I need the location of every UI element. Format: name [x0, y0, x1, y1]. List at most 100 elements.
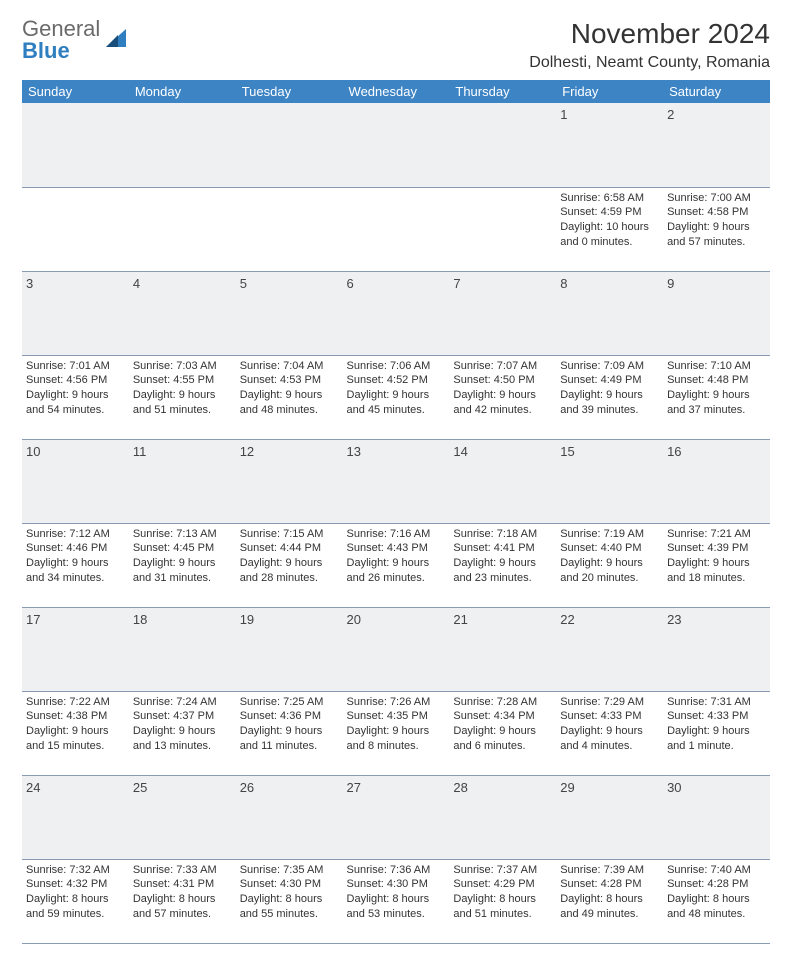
daynum-cell: 21 [449, 607, 556, 691]
sunset-text: Sunset: 4:49 PM [560, 373, 659, 388]
sunrise-text: Sunrise: 7:16 AM [347, 527, 446, 542]
daylight-text: Daylight: 9 hours and 54 minutes. [26, 388, 125, 418]
daynum-cell: 4 [129, 271, 236, 355]
daynum-cell: 2 [663, 103, 770, 187]
day-cell: Sunrise: 7:40 AMSunset: 4:28 PMDaylight:… [663, 859, 770, 943]
daylight-text: Daylight: 8 hours and 49 minutes. [560, 892, 659, 922]
daylight-text: Daylight: 9 hours and 45 minutes. [347, 388, 446, 418]
day-cell: Sunrise: 7:18 AMSunset: 4:41 PMDaylight:… [449, 523, 556, 607]
sunset-text: Sunset: 4:59 PM [560, 205, 659, 220]
day-number: 8 [560, 276, 567, 291]
sunset-text: Sunset: 4:52 PM [347, 373, 446, 388]
day-details: Sunrise: 7:37 AMSunset: 4:29 PMDaylight:… [453, 863, 552, 922]
daylight-text: Daylight: 9 hours and 26 minutes. [347, 556, 446, 586]
day-cell: Sunrise: 7:06 AMSunset: 4:52 PMDaylight:… [343, 355, 450, 439]
daylight-text: Daylight: 8 hours and 48 minutes. [667, 892, 766, 922]
sunrise-text: Sunrise: 7:09 AM [560, 359, 659, 374]
day-number: 5 [240, 276, 247, 291]
day-details: Sunrise: 7:04 AMSunset: 4:53 PMDaylight:… [240, 359, 339, 418]
calendar-body: 12Sunrise: 6:58 AMSunset: 4:59 PMDayligh… [22, 103, 770, 943]
sunset-text: Sunset: 4:30 PM [347, 877, 446, 892]
daylight-text: Daylight: 9 hours and 11 minutes. [240, 724, 339, 754]
day-details: Sunrise: 7:31 AMSunset: 4:33 PMDaylight:… [667, 695, 766, 754]
daylight-text: Daylight: 9 hours and 34 minutes. [26, 556, 125, 586]
sunrise-text: Sunrise: 7:22 AM [26, 695, 125, 710]
day-cell: Sunrise: 7:26 AMSunset: 4:35 PMDaylight:… [343, 691, 450, 775]
day-number: 27 [347, 780, 361, 795]
day-cell: Sunrise: 7:13 AMSunset: 4:45 PMDaylight:… [129, 523, 236, 607]
daylight-text: Daylight: 9 hours and 1 minute. [667, 724, 766, 754]
day-details: Sunrise: 7:16 AMSunset: 4:43 PMDaylight:… [347, 527, 446, 586]
sunset-text: Sunset: 4:56 PM [26, 373, 125, 388]
sunrise-text: Sunrise: 7:01 AM [26, 359, 125, 374]
day-cell: Sunrise: 7:12 AMSunset: 4:46 PMDaylight:… [22, 523, 129, 607]
daylight-text: Daylight: 9 hours and 37 minutes. [667, 388, 766, 418]
day-number: 4 [133, 276, 140, 291]
day-cell: Sunrise: 7:21 AMSunset: 4:39 PMDaylight:… [663, 523, 770, 607]
daynum-cell: 17 [22, 607, 129, 691]
sunset-text: Sunset: 4:40 PM [560, 541, 659, 556]
day-cell: Sunrise: 7:29 AMSunset: 4:33 PMDaylight:… [556, 691, 663, 775]
daynum-row: 10111213141516 [22, 439, 770, 523]
daylight-text: Daylight: 9 hours and 23 minutes. [453, 556, 552, 586]
sunset-text: Sunset: 4:31 PM [133, 877, 232, 892]
day-details: Sunrise: 7:10 AMSunset: 4:48 PMDaylight:… [667, 359, 766, 418]
day-number: 9 [667, 276, 674, 291]
sunrise-text: Sunrise: 7:33 AM [133, 863, 232, 878]
daynum-cell [343, 103, 450, 187]
daynum-cell: 15 [556, 439, 663, 523]
daynum-cell: 30 [663, 775, 770, 859]
daynum-cell: 9 [663, 271, 770, 355]
sunrise-text: Sunrise: 7:35 AM [240, 863, 339, 878]
day-cell: Sunrise: 7:10 AMSunset: 4:48 PMDaylight:… [663, 355, 770, 439]
day-cell: Sunrise: 7:32 AMSunset: 4:32 PMDaylight:… [22, 859, 129, 943]
day-number: 10 [26, 444, 40, 459]
daynum-cell: 26 [236, 775, 343, 859]
daynum-cell [449, 103, 556, 187]
calendar-page: General Blue November 2024 Dolhesti, Nea… [0, 0, 792, 962]
day-cell: Sunrise: 7:19 AMSunset: 4:40 PMDaylight:… [556, 523, 663, 607]
daylight-text: Daylight: 8 hours and 59 minutes. [26, 892, 125, 922]
daylight-text: Daylight: 10 hours and 0 minutes. [560, 220, 659, 250]
day-details: Sunrise: 7:00 AMSunset: 4:58 PMDaylight:… [667, 191, 766, 250]
daylight-text: Daylight: 9 hours and 8 minutes. [347, 724, 446, 754]
day-cell: Sunrise: 7:24 AMSunset: 4:37 PMDaylight:… [129, 691, 236, 775]
day-number: 3 [26, 276, 33, 291]
content-row: Sunrise: 6:58 AMSunset: 4:59 PMDaylight:… [22, 187, 770, 271]
day-details: Sunrise: 7:26 AMSunset: 4:35 PMDaylight:… [347, 695, 446, 754]
day-cell: Sunrise: 7:35 AMSunset: 4:30 PMDaylight:… [236, 859, 343, 943]
weekday-header: Tuesday [236, 80, 343, 103]
day-details: Sunrise: 7:19 AMSunset: 4:40 PMDaylight:… [560, 527, 659, 586]
daynum-cell: 19 [236, 607, 343, 691]
sunset-text: Sunset: 4:28 PM [667, 877, 766, 892]
day-cell: Sunrise: 7:37 AMSunset: 4:29 PMDaylight:… [449, 859, 556, 943]
weekday-header-row: Sunday Monday Tuesday Wednesday Thursday… [22, 80, 770, 103]
day-details: Sunrise: 7:13 AMSunset: 4:45 PMDaylight:… [133, 527, 232, 586]
day-number: 25 [133, 780, 147, 795]
day-number: 11 [133, 444, 147, 459]
day-number: 14 [453, 444, 467, 459]
title-block: November 2024 Dolhesti, Neamt County, Ro… [529, 18, 770, 72]
daynum-cell: 29 [556, 775, 663, 859]
daylight-text: Daylight: 8 hours and 57 minutes. [133, 892, 232, 922]
day-number: 13 [347, 444, 361, 459]
day-number: 18 [133, 612, 147, 627]
day-cell [236, 187, 343, 271]
day-details: Sunrise: 7:29 AMSunset: 4:33 PMDaylight:… [560, 695, 659, 754]
daynum-cell [236, 103, 343, 187]
day-details: Sunrise: 7:36 AMSunset: 4:30 PMDaylight:… [347, 863, 446, 922]
sunrise-text: Sunrise: 7:26 AM [347, 695, 446, 710]
daylight-text: Daylight: 9 hours and 42 minutes. [453, 388, 552, 418]
sunrise-text: Sunrise: 7:06 AM [347, 359, 446, 374]
weekday-header: Monday [129, 80, 236, 103]
daynum-cell: 16 [663, 439, 770, 523]
daynum-cell: 13 [343, 439, 450, 523]
day-number: 2 [667, 107, 674, 122]
day-details: Sunrise: 7:21 AMSunset: 4:39 PMDaylight:… [667, 527, 766, 586]
sunset-text: Sunset: 4:39 PM [667, 541, 766, 556]
day-number: 16 [667, 444, 681, 459]
weekday-header: Sunday [22, 80, 129, 103]
daynum-cell: 24 [22, 775, 129, 859]
daylight-text: Daylight: 9 hours and 13 minutes. [133, 724, 232, 754]
daylight-text: Daylight: 9 hours and 48 minutes. [240, 388, 339, 418]
